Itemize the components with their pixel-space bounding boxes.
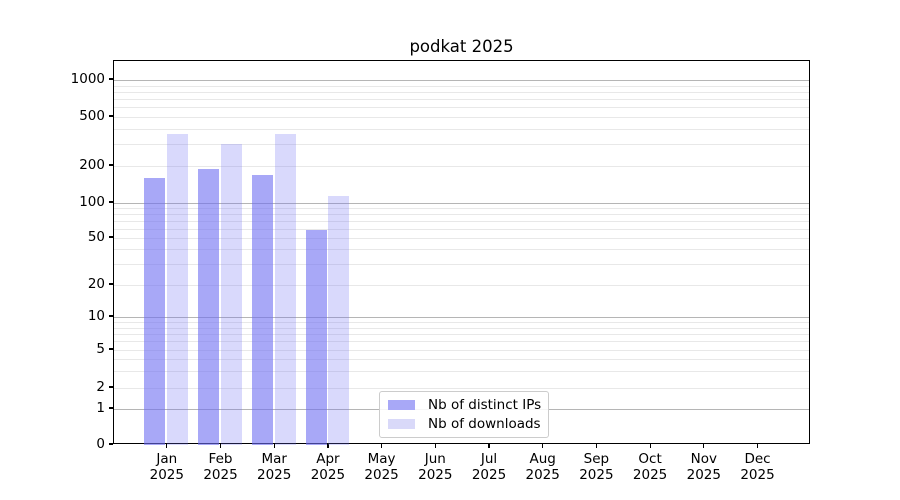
y-tick-mark [109,443,113,445]
y-tick-label: 5 [96,341,105,357]
y-tick-mark [109,407,113,409]
legend-row: Nb of distinct IPs [388,397,542,413]
y-tick-mark [109,283,113,285]
x-tick-mark [327,444,329,448]
bar-downloads [167,133,189,445]
x-tick-label: Feb 2025 [203,451,238,483]
legend-swatch-downloads [388,419,415,429]
gridline-major [114,203,809,204]
gridline-minor [114,208,809,210]
bar-downloads [328,195,350,445]
y-tick-mark [109,236,113,238]
y-tick-label: 2 [96,379,105,395]
gridline-minor [114,333,809,335]
gridline-minor [114,341,809,343]
x-tick-label: Jul 2025 [471,451,507,483]
x-tick-mark [649,444,651,448]
y-tick-label: 10 [87,308,105,324]
gridline-minor [114,91,809,93]
y-tick-label: 200 [79,157,105,173]
gridline-minor [114,371,809,373]
gridline-minor [114,327,809,329]
x-tick-label: Dec 2025 [740,451,775,483]
gridline-minor [114,388,809,389]
gridline-minor [114,107,809,109]
gridline-minor [114,249,809,251]
x-tick-label: Mar 2025 [257,451,292,483]
y-tick-mark [109,201,113,203]
chart-title: podkat 2025 [409,37,514,56]
x-tick-label: Oct 2025 [632,451,668,483]
gridline-minor [114,359,809,361]
gridline-minor [114,228,809,230]
gridline-minor [114,350,809,351]
gridline-minor [114,128,809,130]
x-tick-label: Jun 2025 [418,451,453,483]
x-tick-label: Nov 2025 [686,451,721,483]
gridline-minor [114,117,809,118]
x-tick-label: Jan 2025 [149,451,184,483]
x-tick-mark [756,444,759,448]
gridline-major [114,317,809,318]
x-tick-label: Sep 2025 [579,451,614,483]
bar-distinct-ips [251,174,273,445]
y-tick-label: 1 [96,400,105,416]
x-tick-mark [166,444,168,448]
y-tick-label: 100 [79,194,105,210]
gridline-minor [114,285,809,286]
legend-label-distinct-ips: Nb of distinct IPs [428,397,542,413]
x-tick-mark [542,444,544,448]
y-tick-label: 50 [87,229,105,245]
legend: Nb of distinct IPs Nb of downloads [379,391,549,438]
x-tick-mark [381,444,383,448]
gridline-minor [114,221,809,222]
gridline-minor [114,322,809,324]
x-tick-label: May 2025 [364,451,399,483]
x-tick-mark [219,444,222,448]
bar-downloads [274,133,296,445]
bar-distinct-ips [305,229,327,445]
legend-swatch-distinct-ips [388,400,415,410]
y-tick-mark [109,386,113,388]
x-tick-mark [488,444,490,448]
y-tick-label: 20 [87,276,105,292]
y-tick-mark [109,115,113,117]
y-tick-mark [109,348,113,350]
y-tick-mark [109,315,113,317]
y-tick-mark [109,78,113,80]
x-tick-mark [434,444,436,448]
gridline-minor [114,214,809,216]
gridline-minor [114,144,809,146]
x-tick-mark [595,444,598,448]
gridline-minor [114,85,809,87]
gridline-minor [114,99,809,101]
plot-area [113,60,810,445]
x-tick-mark [703,444,705,448]
bar-distinct-ips [144,177,166,445]
bar-downloads [220,144,242,445]
gridline-minor [114,238,809,239]
bar-distinct-ips [198,168,220,445]
y-tick-label: 1000 [70,71,105,87]
gridline-minor [114,264,809,266]
legend-label-downloads: Nb of downloads [428,416,541,432]
x-tick-mark [273,444,275,448]
y-tick-label: 0 [96,436,105,452]
y-tick-label: 500 [79,108,105,124]
x-tick-label: Aug 2025 [525,451,560,483]
legend-row: Nb of downloads [388,416,541,432]
y-tick-mark [109,164,113,166]
gridline-major [114,80,809,81]
gridline-minor [114,166,809,167]
x-tick-label: Apr 2025 [310,451,346,483]
